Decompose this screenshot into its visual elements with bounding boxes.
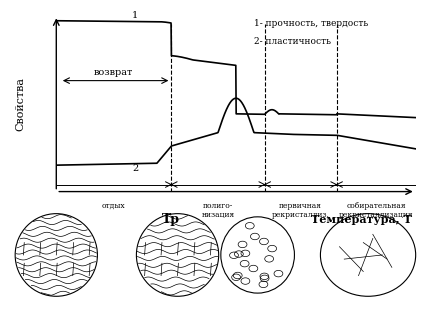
- Text: 1: 1: [132, 11, 139, 20]
- Text: 2: 2: [132, 164, 139, 173]
- Text: полиго-
низация: полиго- низация: [201, 202, 235, 219]
- Text: 2- пластичность: 2- пластичность: [254, 36, 331, 46]
- Text: первичная
рекристаллиз.: первичная рекристаллиз.: [272, 202, 330, 219]
- Text: Тр: Тр: [162, 213, 180, 226]
- Text: Свойства: Свойства: [15, 77, 26, 130]
- Text: отдых: отдых: [102, 202, 126, 210]
- Text: 1- прочность, твердость: 1- прочность, твердость: [254, 19, 368, 28]
- Text: собирательная
рекристаллизация: собирательная рекристаллизация: [339, 202, 414, 219]
- Text: Температура, Т: Температура, Т: [311, 214, 412, 225]
- Text: возврат: возврат: [94, 68, 133, 77]
